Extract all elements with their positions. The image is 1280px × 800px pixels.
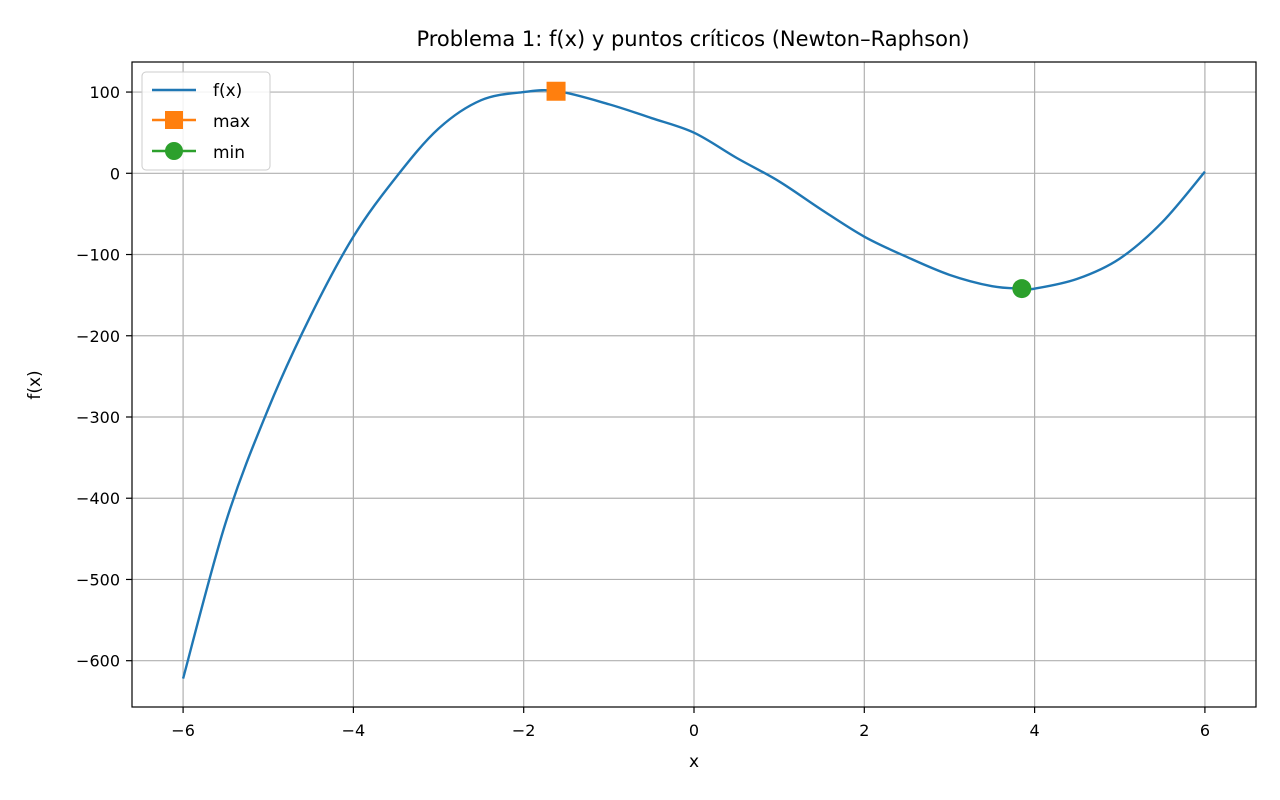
chart-title: Problema 1: f(x) y puntos críticos (Newt… xyxy=(416,27,969,51)
legend-label-max: max xyxy=(213,112,250,132)
x-tick-label: −2 xyxy=(512,721,536,740)
ticks: −6 −4 −2 0 2 4 6 100 0 −100 −200 −300 −400 −500 −600 xyxy=(76,83,1210,740)
x-tick-label: 0 xyxy=(689,721,699,740)
min-marker xyxy=(1012,279,1032,299)
y-tick-label: 100 xyxy=(89,83,120,102)
y-tick-label: −100 xyxy=(76,246,120,265)
legend-label-fx: f(x) xyxy=(213,81,242,101)
x-tick-label: 2 xyxy=(859,721,869,740)
y-axis-label: f(x) xyxy=(25,370,45,399)
x-tick-label: 6 xyxy=(1200,721,1210,740)
legend-marker-max xyxy=(165,111,183,129)
x-tick-label: 4 xyxy=(1030,721,1040,740)
y-tick-label: −400 xyxy=(76,489,120,508)
y-tick-label: −200 xyxy=(76,327,120,346)
y-tick-label: 0 xyxy=(110,164,120,183)
series-layer xyxy=(181,81,1206,679)
grid xyxy=(132,62,1256,707)
x-tick-label: −4 xyxy=(342,721,366,740)
legend-marker-min xyxy=(165,142,183,160)
x-tick-label: −6 xyxy=(171,721,195,740)
y-tick-label: −600 xyxy=(76,652,120,671)
max-marker xyxy=(546,81,566,101)
y-tick-label: −300 xyxy=(76,408,120,427)
legend-label-min: min xyxy=(213,143,245,163)
x-axis-label: x xyxy=(689,752,699,772)
y-tick-label: −500 xyxy=(76,570,120,589)
legend: f(x) max min xyxy=(141,71,271,171)
